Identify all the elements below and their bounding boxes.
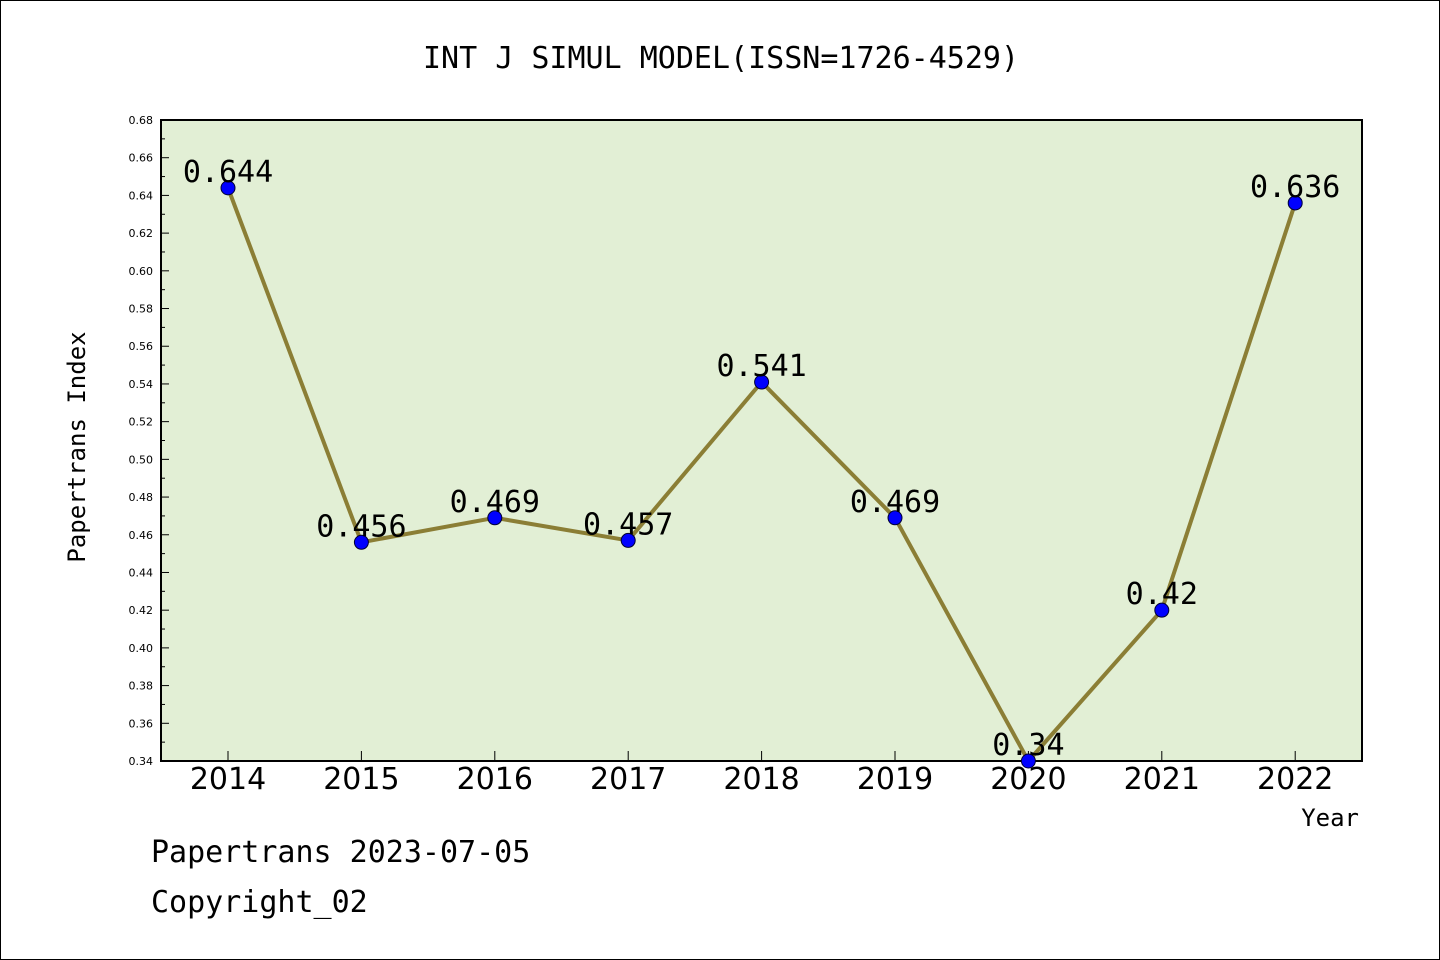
- y-tick-label: 0.54: [129, 378, 154, 391]
- y-tick-label: 0.52: [129, 416, 154, 429]
- chart-title: INT J SIMUL MODEL(ISSN=1726-4529): [423, 41, 1019, 76]
- data-labels: 0.644 0.456 0.469 0.457 0.541 0.469 0.34 0.42 0.…: [183, 155, 1341, 763]
- data-point: [620, 532, 636, 548]
- x-axis-label: Year: [1301, 804, 1359, 832]
- footer-copyright: Copyright_02: [151, 885, 368, 920]
- x-tick-label: 2014: [190, 762, 266, 797]
- data-label: 0.644: [183, 155, 273, 190]
- plot-area: [160, 119, 1363, 762]
- data-point: [1287, 195, 1303, 211]
- y-axis: 0.34 0.36 0.38 0.40 0.42 0.44 0.46 0.48 0.50 0.52…: [129, 114, 169, 768]
- x-axis: 2014 2015 2016 2017 2018 2019 2020 2021 2022: [190, 751, 1333, 797]
- footer-date: Papertrans 2023-07-05: [151, 835, 531, 870]
- data-label: 0.469: [450, 485, 540, 520]
- x-tick-label: 2018: [723, 762, 799, 797]
- data-label: 0.456: [316, 509, 406, 544]
- x-tick-label: 2015: [323, 762, 399, 797]
- data-point: [353, 534, 369, 550]
- data-label: 0.457: [583, 507, 673, 542]
- y-tick-label: 0.46: [129, 529, 154, 542]
- data-label: 0.34: [992, 728, 1064, 763]
- y-tick-label: 0.60: [129, 265, 154, 278]
- data-label: 0.469: [850, 485, 940, 520]
- y-tick-label: 0.62: [129, 227, 154, 240]
- data-label: 0.541: [716, 349, 806, 384]
- data-point: [1020, 753, 1036, 769]
- y-tick-label: 0.40: [129, 642, 154, 655]
- y-tick-label: 0.64: [129, 189, 154, 202]
- y-tick-label: 0.50: [129, 453, 154, 466]
- y-tick-label: 0.34: [129, 755, 154, 768]
- data-point: [220, 180, 236, 196]
- data-label: 0.42: [1126, 577, 1198, 612]
- series-papertrans-index: [220, 180, 1303, 769]
- y-tick-label: 0.58: [129, 303, 154, 316]
- data-point: [1154, 602, 1170, 618]
- y-tick-label: 0.38: [129, 680, 154, 693]
- y-tick-label: 0.36: [129, 717, 154, 730]
- x-tick-label: 2022: [1257, 762, 1333, 797]
- data-point: [887, 510, 903, 526]
- data-point: [754, 374, 770, 390]
- y-tick-label: 0.66: [129, 152, 154, 165]
- y-axis-label: Papertrans Index: [63, 331, 91, 562]
- data-label: 0.636: [1250, 170, 1340, 205]
- x-tick-label: 2019: [857, 762, 933, 797]
- y-tick-label: 0.48: [129, 491, 154, 504]
- y-tick-label: 0.42: [129, 604, 154, 617]
- y-tick-label: 0.44: [129, 566, 154, 579]
- data-point: [487, 510, 503, 526]
- x-tick-label: 2021: [1124, 762, 1200, 797]
- x-tick-label: 2016: [457, 762, 533, 797]
- y-tick-label: 0.68: [129, 114, 154, 127]
- y-tick-label: 0.56: [129, 340, 154, 353]
- x-tick-label: 2017: [590, 762, 666, 797]
